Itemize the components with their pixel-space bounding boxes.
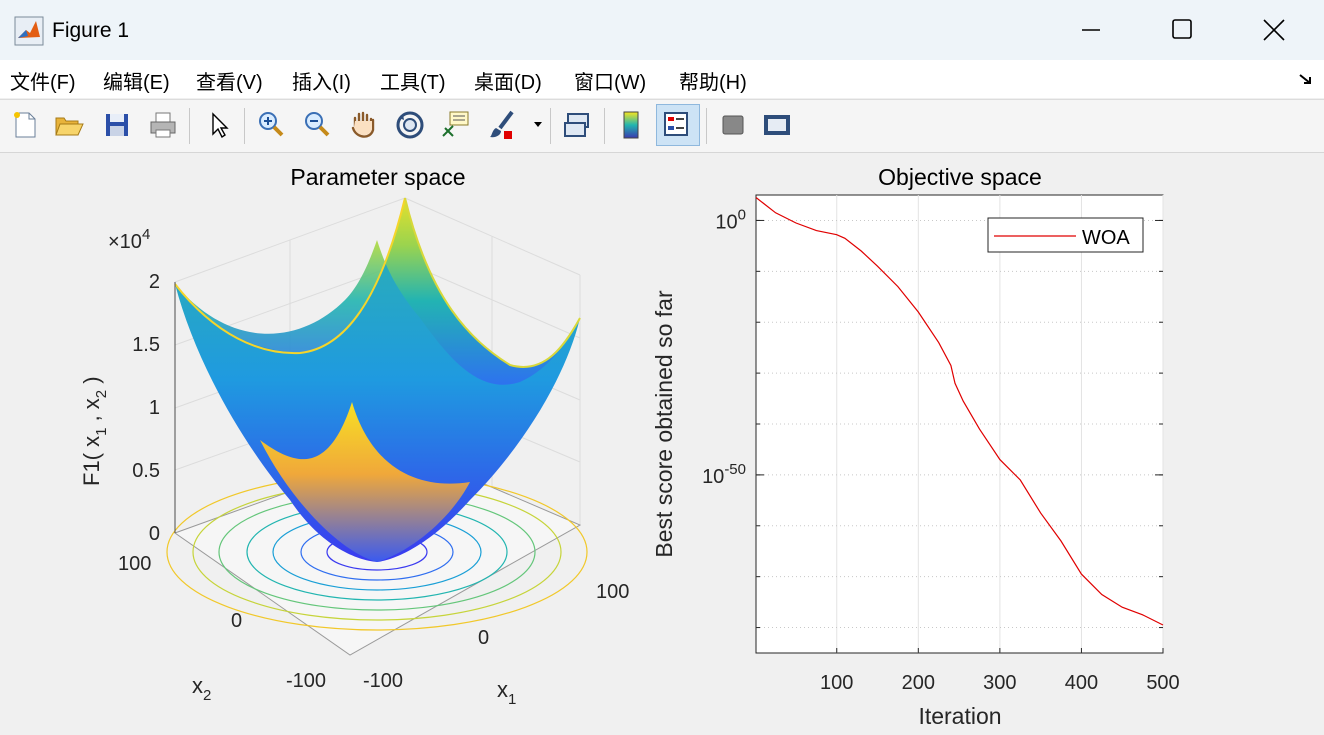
link-plot-button[interactable] xyxy=(558,106,596,144)
menu-bar: 文件(F) 编辑(E) 查看(V) 插入(I) 工具(T) 桌面(D) 窗口(W… xyxy=(0,60,1324,98)
zoom-out-icon xyxy=(305,112,330,137)
woa-series-line xyxy=(755,197,1164,626)
legend[interactable]: WOA xyxy=(987,217,1144,253)
zoom-in-icon xyxy=(259,112,284,137)
x1-tick-label: 0 xyxy=(478,627,489,649)
menu-view[interactable]: 查看(V) xyxy=(196,72,263,94)
toolbar-separator xyxy=(550,108,551,144)
x-axis-label: Iteration xyxy=(918,703,1001,729)
z-tick-label: 0 xyxy=(149,523,160,545)
x2-axis-label: x2 xyxy=(192,673,211,704)
y-tick-label: 10-50 xyxy=(702,461,746,488)
matlab-logo-icon xyxy=(14,16,44,46)
brush-button[interactable] xyxy=(484,106,522,144)
x2-tick-label: -100 xyxy=(286,670,326,692)
save-button[interactable] xyxy=(98,106,136,144)
objective-plot-title: Objective space xyxy=(878,164,1042,190)
data-tip-button[interactable] xyxy=(437,106,475,144)
menu-edit[interactable]: 编辑(E) xyxy=(103,72,170,94)
z-axis-label: F1( x1 , x2 ) xyxy=(79,376,110,486)
menu-window[interactable]: 窗口(W) xyxy=(574,72,647,94)
x-axis-ticks: 100 200 300 400 500 xyxy=(820,648,1180,694)
dock-arrow-icon[interactable] xyxy=(1298,73,1314,87)
open-file-icon xyxy=(55,117,84,136)
figure-toolbar xyxy=(0,99,1324,153)
close-button[interactable] xyxy=(1251,8,1297,52)
x-tick-label: 300 xyxy=(983,672,1016,694)
select-arrow-button[interactable] xyxy=(200,106,238,144)
colorbar-icon xyxy=(623,111,639,139)
x2-axis: 100 0 -100 x2 xyxy=(118,553,326,704)
brush-icon xyxy=(490,110,514,139)
select-arrow-icon xyxy=(212,112,229,139)
surface-plot-title: Parameter space xyxy=(290,164,465,190)
figure-canvas: 0 0.5 1 1.5 2 ×104 F1( x1 , x2 ) 100 0 -… xyxy=(79,164,1180,729)
window-title: Figure 1 xyxy=(52,19,130,42)
print-button[interactable] xyxy=(144,106,182,144)
menu-help[interactable]: 帮助(H) xyxy=(679,72,747,94)
x1-axis: -100 0 100 x1 xyxy=(363,581,629,708)
z-exponent-label: ×104 xyxy=(108,226,150,253)
toolbar-separator xyxy=(189,108,190,144)
hide-plot-tools-icon xyxy=(722,115,744,135)
x-tick-label: 200 xyxy=(902,672,935,694)
chevron-down-icon[interactable] xyxy=(533,119,543,129)
legend-icon xyxy=(664,112,688,136)
plot-area xyxy=(755,194,1164,654)
insert-colorbar-button[interactable] xyxy=(612,106,650,144)
data-tip-icon xyxy=(442,111,469,137)
y-axis-ticks: 100 10-50 xyxy=(702,206,1163,629)
menu-insert[interactable]: 插入(I) xyxy=(292,72,351,94)
title-bar: Figure 1 xyxy=(0,0,1324,60)
legend-label: WOA xyxy=(1082,227,1130,249)
x2-tick-label: 100 xyxy=(118,553,151,575)
pan-button[interactable] xyxy=(344,106,382,144)
zoom-out-button[interactable] xyxy=(298,106,336,144)
x1-tick-label: -100 xyxy=(363,670,403,692)
x-tick-label: 100 xyxy=(820,672,853,694)
z-axis: 0 0.5 1 1.5 2 xyxy=(132,271,176,545)
insert-legend-button[interactable] xyxy=(656,104,700,146)
new-figure-icon xyxy=(14,112,36,138)
rotate-3d-button[interactable] xyxy=(391,106,429,144)
toolbar-separator xyxy=(706,108,707,144)
toolbar-separator xyxy=(604,108,605,144)
menu-desktop[interactable]: 桌面(D) xyxy=(474,72,542,94)
minimize-button[interactable] xyxy=(1068,8,1114,52)
menu-tools[interactable]: 工具(T) xyxy=(380,72,446,94)
convergence-axes[interactable]: 100 200 300 400 500 100 10-50 WOA Objective s… xyxy=(651,164,1180,729)
rotate-3d-icon xyxy=(396,111,424,139)
z-tick-label: 2 xyxy=(149,271,160,293)
new-figure-button[interactable] xyxy=(6,106,44,144)
z-tick-label: 1.5 xyxy=(132,334,160,356)
hide-plot-tools-button[interactable] xyxy=(714,106,752,144)
y-axis-label: Best score obtained so far xyxy=(651,290,677,558)
maximize-button[interactable] xyxy=(1159,8,1205,52)
x2-tick-label: 0 xyxy=(231,610,242,632)
toolbar-separator xyxy=(244,108,245,144)
show-plot-tools-button[interactable] xyxy=(758,106,796,144)
x-tick-label: 500 xyxy=(1146,672,1179,694)
surface-axes[interactable]: 0 0.5 1 1.5 2 ×104 F1( x1 , x2 ) 100 0 -… xyxy=(79,164,629,708)
z-tick-label: 0.5 xyxy=(132,460,160,482)
x1-axis-label: x1 xyxy=(497,677,516,708)
y-tick-label: 100 xyxy=(715,206,746,233)
print-icon xyxy=(150,112,176,138)
x1-tick-label: 100 xyxy=(596,581,629,603)
z-tick-label: 1 xyxy=(149,397,160,419)
show-plot-tools-icon xyxy=(764,115,790,135)
zoom-in-button[interactable] xyxy=(252,106,290,144)
pan-hand-icon xyxy=(351,111,375,138)
legend-box xyxy=(987,217,1144,253)
link-plot-icon xyxy=(564,113,589,137)
open-file-button[interactable] xyxy=(50,106,88,144)
save-icon xyxy=(106,114,128,136)
x-tick-label: 400 xyxy=(1065,672,1098,694)
surface-mesh xyxy=(174,197,581,562)
menu-file[interactable]: 文件(F) xyxy=(10,72,76,94)
